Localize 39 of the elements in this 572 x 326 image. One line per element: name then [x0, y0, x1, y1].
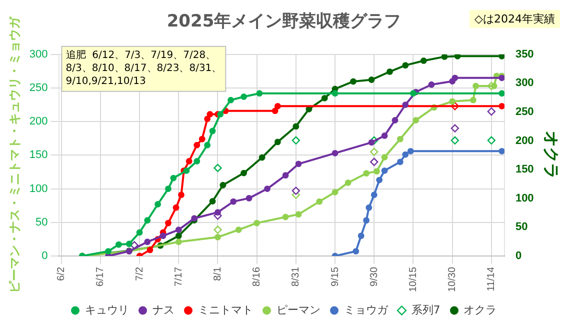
- y2-axis-title: オクラ: [542, 131, 562, 180]
- annotation: 追肥 6/12、7/3、7/19、7/28、8/3、8/10、8/17、8/23、8/31、9/10,9/21,10/13: [66, 48, 222, 87]
- text: ◇は2024年実績: [474, 12, 556, 26]
- x-tick-label: 6/2: [56, 266, 68, 281]
- y2-tick-label: 150: [515, 164, 534, 176]
- legend-label: ミョウガ: [344, 303, 389, 316]
- x-tick-label: 10/15: [408, 266, 419, 292]
- y2-tick-label: 50: [515, 221, 528, 234]
- y-tick-label: 0: [42, 250, 48, 262]
- x-tick-label: 8/1: [212, 266, 224, 281]
- x-tick-label: 11/14: [486, 266, 498, 292]
- chart-title: 2025年メイン野菜収穫グラフ: [166, 12, 402, 32]
- y2-tick-label: 350: [515, 48, 534, 60]
- y2-tick-label: 250: [515, 106, 534, 118]
- y2-tick-label: 300: [515, 77, 534, 90]
- x-tick-label: 8/16: [252, 266, 263, 286]
- y2-tick-label: 200: [515, 134, 534, 147]
- x-tick-label: 9/30: [368, 266, 380, 286]
- x-tick-label: 6/17: [95, 266, 106, 286]
- legend-label: オクラ: [464, 303, 497, 316]
- y-tick-label: 250: [29, 82, 48, 94]
- y-tick-label: 150: [29, 149, 48, 162]
- legend-label: ナス: [152, 303, 174, 316]
- legend-label: ミニトマト: [198, 303, 253, 316]
- y-tick-label: 200: [29, 116, 48, 128]
- x-tick-label: 9/15: [330, 266, 341, 286]
- y-tick-label: 50: [36, 216, 48, 228]
- y-tick-label: 300: [29, 48, 48, 60]
- y-axis-title: ピーマン・ナス・ミニトマト・キュウリ・ミョウガ: [7, 16, 22, 294]
- legend-label: 系列7: [411, 303, 440, 316]
- y2-tick-label: 0: [515, 250, 522, 262]
- legend-label: ピーマン: [276, 303, 320, 316]
- y2-tick-label: 100: [515, 192, 534, 204]
- x-tick-label: 8/31: [290, 266, 302, 286]
- y-tick-label: 100: [29, 182, 48, 195]
- x-tick-label: 7/2: [134, 266, 146, 281]
- x-tick-label: 10/30: [447, 266, 458, 292]
- x-tick-label: 7/17: [173, 266, 184, 286]
- legend-label: キュウリ: [84, 303, 129, 316]
